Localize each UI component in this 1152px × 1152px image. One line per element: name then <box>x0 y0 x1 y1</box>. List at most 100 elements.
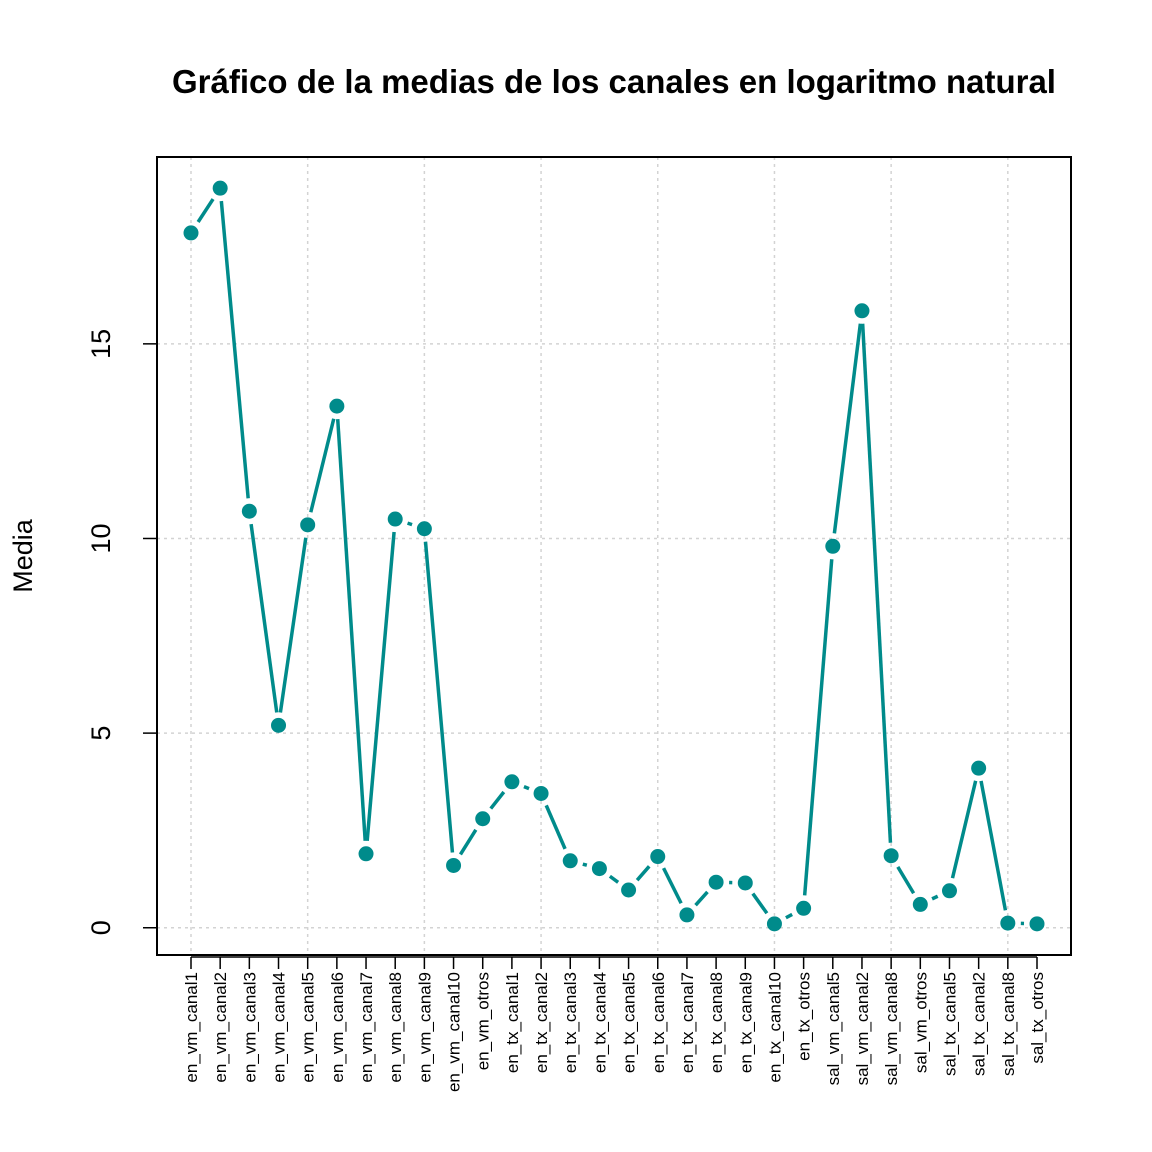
data-point <box>883 848 899 864</box>
data-point <box>562 853 578 869</box>
data-point <box>971 760 987 776</box>
x-tick-label: sal_tx_canal2 <box>970 972 989 1076</box>
x-tick-label: sal_tx_canal8 <box>999 972 1018 1076</box>
x-tick-label: en_tx_canal4 <box>590 972 609 1073</box>
x-tick-label: en_tx_canal8 <box>707 972 726 1073</box>
series-points <box>183 180 1045 932</box>
line-segment <box>196 198 215 223</box>
x-tick-label: en_tx_canal6 <box>649 972 668 1073</box>
data-point <box>1000 915 1016 931</box>
x-tick-label: sal_vm_canal2 <box>853 972 872 1085</box>
line-segment <box>489 790 506 810</box>
x-tick-label: en_vm_canal4 <box>270 972 289 1083</box>
line-segment <box>662 867 683 905</box>
y-tick-label: 5 <box>86 726 116 741</box>
y-tick-label: 0 <box>86 920 116 935</box>
x-tick-label: en_vm_canal7 <box>357 972 376 1083</box>
line-segment <box>751 892 769 915</box>
data-point <box>183 225 199 241</box>
x-tick-label: sal_tx_otros <box>1028 972 1047 1064</box>
data-point <box>796 900 812 916</box>
line-segment <box>423 541 455 853</box>
y-tick-label: 10 <box>86 523 116 553</box>
line-segment <box>694 890 709 907</box>
x-tick-label: en_vm_canal2 <box>211 972 230 1083</box>
line-segment <box>458 828 478 856</box>
line-segment <box>309 418 336 513</box>
x-tick-label: en_vm_canal8 <box>386 972 405 1083</box>
x-tick-label: en_vm_canal6 <box>328 972 347 1083</box>
x-tick-label: sal_tx_canal5 <box>940 972 959 1076</box>
line-segment <box>582 862 588 867</box>
x-tick-label: en_tx_otros <box>795 972 814 1061</box>
data-point <box>300 517 316 533</box>
x-tick-label: en_vm_canal10 <box>445 972 464 1092</box>
x-tick-label: en_vm_canal5 <box>299 972 318 1083</box>
line-segment <box>635 865 651 882</box>
line-segment <box>278 537 308 713</box>
x-tick-label: en_tx_canal10 <box>765 972 784 1083</box>
line-segment <box>931 894 939 901</box>
x-tick-label: en_tx_canal9 <box>736 972 755 1073</box>
x-tick-label: en_tx_canal3 <box>561 972 580 1073</box>
line-segment <box>896 865 916 895</box>
line-segment <box>802 559 834 896</box>
x-tick-label: en_tx_canal2 <box>532 972 551 1073</box>
line-segment <box>544 804 567 850</box>
x-tick-label: en_vm_canal1 <box>182 972 201 1083</box>
data-point <box>854 303 870 319</box>
line-segment <box>406 521 413 527</box>
line-segment <box>832 323 863 534</box>
data-point <box>271 717 287 733</box>
line-segment <box>249 523 279 713</box>
x-axis: en_vm_canal1 en_vm_canal2 en_vm_canal3 en_v… <box>182 956 1047 1092</box>
x-tick-label: en_vm_canal3 <box>240 972 259 1083</box>
plot-frame <box>156 156 1072 956</box>
data-point <box>737 875 753 891</box>
line-segment <box>785 912 793 920</box>
data-point <box>504 774 520 790</box>
grid <box>157 157 1071 955</box>
data-point <box>650 849 666 865</box>
data-point <box>941 883 957 899</box>
data-point <box>446 857 462 873</box>
data-point <box>416 521 432 537</box>
x-tick-label: en_tx_canal5 <box>620 972 639 1073</box>
series-line <box>196 198 1025 926</box>
data-point <box>766 916 782 932</box>
data-point <box>621 882 637 898</box>
x-tick-label: en_vm_otros <box>474 972 493 1070</box>
data-point <box>387 511 403 527</box>
line-segment <box>219 200 250 499</box>
y-tick-label: 15 <box>86 329 116 359</box>
y-axis: 0 5 10 15 <box>86 329 157 935</box>
x-tick-label: sal_vm_canal5 <box>824 972 843 1085</box>
data-point <box>825 538 841 554</box>
data-point <box>358 846 374 862</box>
line-segment <box>608 874 620 884</box>
x-tick-label: en_vm_canal9 <box>415 972 434 1083</box>
line-segment <box>523 784 530 791</box>
line-segment <box>365 531 396 841</box>
data-point <box>591 861 607 877</box>
data-point <box>329 398 345 414</box>
x-tick-label: en_tx_canal7 <box>678 972 697 1073</box>
line-segment <box>335 418 367 841</box>
data-point <box>679 907 695 923</box>
line-segment <box>950 780 978 879</box>
data-point <box>1029 916 1045 932</box>
data-point <box>533 785 549 801</box>
x-tick-label: en_tx_canal1 <box>503 972 522 1073</box>
x-tick-label: sal_vm_canal8 <box>882 972 901 1085</box>
data-point <box>475 811 491 827</box>
y-axis-label: Media <box>8 518 38 593</box>
chart-title: Gráfico de la medias de los canales en l… <box>172 63 1056 100</box>
data-point <box>241 503 257 519</box>
line-segment <box>860 323 893 843</box>
data-point <box>212 180 228 196</box>
x-tick-label: sal_vm_otros <box>911 972 930 1073</box>
data-point <box>708 874 724 890</box>
data-point <box>912 896 928 912</box>
